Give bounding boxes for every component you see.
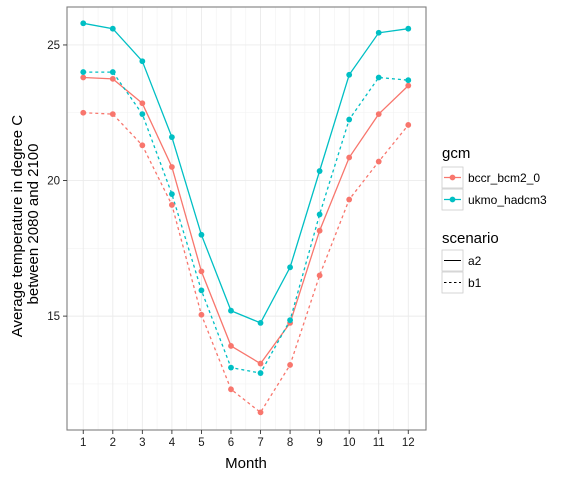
- legend: gcm scenario bccr_bcm2_0 ukmo_hadcm3 a2 b1: [441, 145, 547, 294]
- data-point-ukmo_hadcm3-b1: [139, 111, 146, 118]
- y-axis-title-line-1: Average temperature in degree C: [9, 115, 26, 338]
- data-point-ukmo_hadcm3-b1: [228, 364, 234, 371]
- y-axis-title-line-2: between 2080 and 2100: [25, 144, 42, 305]
- x-tick-label: 6: [228, 437, 234, 449]
- data-point-ukmo_hadcm3-b1: [287, 317, 293, 324]
- data-point-bccr_bcm2_0-a2: [316, 227, 323, 234]
- data-point-bccr_bcm2_0-b1: [316, 272, 323, 279]
- x-tick-label: 11: [373, 437, 385, 449]
- data-point-bccr_bcm2_0-a2: [375, 111, 382, 118]
- x-tick-label: 1: [80, 437, 86, 449]
- data-point-ukmo_hadcm3-b1: [257, 370, 264, 376]
- data-point-ukmo_hadcm3-a2: [109, 25, 116, 32]
- legend-label-bccr_bcm2_0: bccr_bcm2_0: [468, 171, 540, 185]
- x-tick-label: 9: [316, 437, 322, 449]
- legend-key-point: [449, 174, 456, 181]
- data-point-ukmo_hadcm3-a2: [375, 29, 382, 36]
- x-tick-label: 10: [343, 437, 356, 449]
- series-line-ukmo_hadcm3-b1: [83, 71, 409, 374]
- x-tick-label: 3: [139, 437, 145, 449]
- data-point-bccr_bcm2_0-b1: [168, 202, 175, 208]
- data-point-bccr_bcm2_0-a2: [80, 74, 87, 81]
- y-tick-label: 20: [47, 176, 60, 188]
- data-point-bccr_bcm2_0-b1: [375, 158, 382, 165]
- data-point-bccr_bcm2_0-b1: [109, 111, 116, 118]
- series-line-bccr_bcm2_0-a2: [83, 76, 409, 365]
- legend-label-b1: b1: [468, 276, 482, 290]
- x-tick-label: 2: [110, 437, 116, 449]
- x-tick-label: 8: [287, 437, 293, 449]
- x-tick-label: 7: [257, 437, 263, 449]
- data-point-ukmo_hadcm3-b1: [198, 287, 205, 294]
- data-point-bccr_bcm2_0-b1: [346, 196, 353, 203]
- plot-panel-background: [67, 7, 426, 430]
- data-point-bccr_bcm2_0-a2: [168, 164, 175, 170]
- data-point-bccr_bcm2_0-a2: [198, 268, 205, 275]
- data-point-ukmo_hadcm3-b1: [346, 116, 353, 123]
- data-point-ukmo_hadcm3-a2: [80, 20, 87, 27]
- data-point-ukmo_hadcm3-b1: [168, 191, 175, 197]
- data-point-ukmo_hadcm3-b1: [80, 69, 87, 75]
- data-point-bccr_bcm2_0-b1: [257, 409, 264, 416]
- data-point-bccr_bcm2_0-a2: [257, 360, 264, 367]
- y-tick-label: 15: [47, 311, 60, 323]
- data-point-ukmo_hadcm3-b1: [316, 211, 323, 218]
- data-point-ukmo_hadcm3-b1: [405, 77, 412, 84]
- data-point-bccr_bcm2_0-a2: [109, 75, 116, 82]
- data-point-ukmo_hadcm3-a2: [168, 134, 175, 141]
- data-point-ukmo_hadcm3-a2: [257, 319, 264, 326]
- plot-panel-border: [66, 6, 427, 431]
- data-point-ukmo_hadcm3-a2: [405, 25, 412, 32]
- data-point-bccr_bcm2_0-a2: [346, 154, 353, 161]
- series-line-ukmo_hadcm3-a2: [83, 22, 409, 324]
- x-axis-title: Month: [225, 455, 267, 472]
- legend-key-point: [449, 196, 456, 203]
- plot-area: [66, 6, 427, 431]
- data-point-ukmo_hadcm3-a2: [198, 231, 205, 238]
- legend-label-a2: a2: [468, 254, 482, 268]
- data-point-ukmo_hadcm3-a2: [287, 264, 293, 271]
- x-tick-label: 4: [169, 437, 176, 449]
- data-point-bccr_bcm2_0-b1: [139, 142, 146, 149]
- legend-scenario-title: scenario: [442, 230, 499, 247]
- axes: Month Average temperature in degree C be…: [9, 40, 415, 472]
- legend-key-box: [441, 271, 464, 294]
- data-point-bccr_bcm2_0-a2: [139, 100, 146, 107]
- data-point-ukmo_hadcm3-a2: [316, 168, 323, 174]
- data-point-bccr_bcm2_0-b1: [228, 386, 234, 393]
- data-point-ukmo_hadcm3-a2: [228, 307, 234, 314]
- data-point-bccr_bcm2_0-a2: [405, 82, 412, 89]
- data-point-ukmo_hadcm3-a2: [139, 58, 146, 65]
- data-point-bccr_bcm2_0-b1: [287, 362, 293, 368]
- legend-gcm-title: gcm: [442, 145, 470, 162]
- data-point-ukmo_hadcm3-a2: [346, 71, 353, 78]
- data-point-ukmo_hadcm3-b1: [109, 69, 116, 75]
- data-point-ukmo_hadcm3-b1: [375, 74, 382, 81]
- data-point-bccr_bcm2_0-a2: [228, 343, 234, 349]
- data-point-bccr_bcm2_0-b1: [80, 109, 87, 116]
- data-point-bccr_bcm2_0-b1: [405, 122, 412, 128]
- y-tick-label: 25: [47, 40, 60, 52]
- data-point-bccr_bcm2_0-b1: [198, 311, 205, 318]
- y-axis-title: Average temperature in degree C between …: [9, 111, 42, 338]
- x-tick-label: 12: [402, 437, 415, 449]
- x-tick-label: 5: [198, 437, 204, 449]
- legend-label-ukmo_hadcm3: ukmo_hadcm3: [468, 193, 547, 207]
